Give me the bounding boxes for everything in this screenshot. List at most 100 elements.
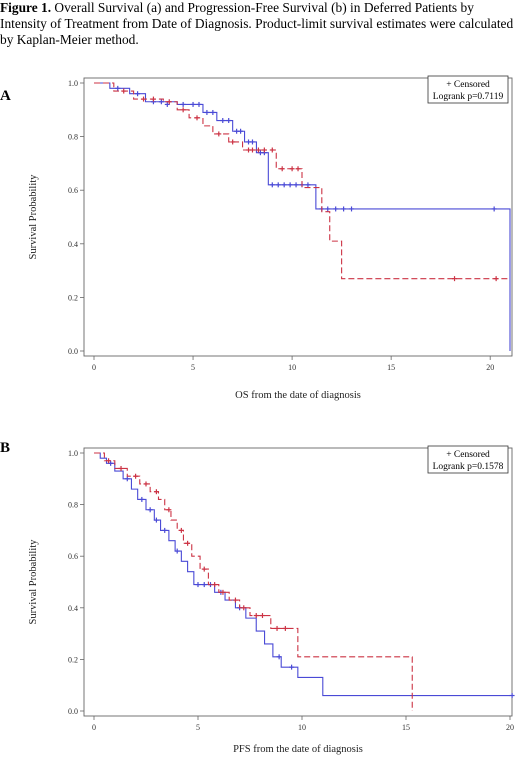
- y-tick-label: 0.6: [68, 186, 78, 195]
- censor-mark-red: [452, 276, 458, 282]
- y-tick-label: 0.8: [68, 501, 78, 510]
- x-tick-label: 5: [196, 723, 200, 732]
- censor-mark-blue: [509, 693, 515, 699]
- censor-mark-red: [493, 276, 499, 282]
- censor-mark-red: [261, 147, 267, 153]
- censor-mark-red: [194, 115, 200, 121]
- censor-mark-blue: [139, 496, 145, 502]
- x-axis-label: OS from the date of diagnosis: [235, 390, 361, 401]
- y-axis-label: Survival Probability: [28, 539, 39, 625]
- censor-mark-blue: [349, 206, 355, 212]
- censor-mark-red: [241, 605, 247, 611]
- censor-mark-red: [153, 489, 159, 495]
- censor-mark-blue: [196, 101, 202, 107]
- censor-mark-red: [232, 597, 238, 603]
- censor-mark-red: [133, 473, 139, 479]
- censor-mark-blue: [164, 101, 170, 107]
- censor-mark-red: [185, 540, 191, 546]
- survival-curve-blue: [94, 452, 510, 697]
- censor-mark-red: [141, 96, 147, 102]
- censor-mark-blue: [124, 476, 130, 482]
- censor-mark-red: [253, 613, 259, 619]
- censor-mark-red: [180, 107, 186, 113]
- censor-mark-blue: [153, 517, 159, 523]
- y-tick-label: 1.0: [68, 449, 78, 458]
- censor-mark-blue: [333, 206, 339, 212]
- censor-mark-red: [230, 139, 236, 145]
- censor-mark-blue: [147, 507, 153, 513]
- censor-mark-blue: [162, 527, 168, 533]
- censor-mark-blue: [289, 664, 295, 670]
- x-tick-label: 10: [288, 363, 296, 372]
- censor-mark-blue: [180, 101, 186, 107]
- x-tick-label: 0: [92, 363, 96, 372]
- x-tick-label: 15: [387, 363, 395, 372]
- y-tick-label: 0.4: [68, 604, 78, 613]
- censor-mark-blue: [491, 206, 497, 212]
- censor-mark-red: [274, 625, 280, 631]
- legend-logrank: Logrank p=0.1578: [433, 462, 504, 472]
- censor-mark-blue: [293, 182, 299, 188]
- censor-mark-blue: [238, 128, 244, 134]
- legend: + Censored Logrank p=0.1578: [427, 445, 509, 474]
- legend-censored: + Censored: [446, 80, 490, 90]
- censor-mark-blue: [201, 582, 207, 588]
- censor-mark-red: [106, 458, 112, 464]
- censor-mark-red: [269, 147, 275, 153]
- censor-mark-blue: [226, 118, 232, 124]
- y-tick-label: 0.8: [68, 133, 78, 142]
- caption-text: Overall Survival (a) and Progression-Fre…: [0, 0, 514, 47]
- y-tick-label: 0.4: [68, 240, 78, 249]
- censor-mark-blue: [210, 109, 216, 115]
- survival-curve-blue: [94, 82, 511, 351]
- censor-mark-red: [166, 99, 172, 105]
- legend-logrank: Logrank p=0.7119: [433, 92, 504, 102]
- x-tick-label: 5: [191, 363, 195, 372]
- censor-mark-blue: [220, 118, 226, 124]
- censor-mark-red: [178, 527, 184, 533]
- censor-mark-blue: [115, 85, 121, 91]
- survival-curve-red: [94, 82, 510, 280]
- y-tick-label: 0.0: [68, 707, 78, 716]
- y-tick-label: 0.2: [68, 655, 78, 664]
- x-tick-label: 0: [92, 723, 96, 732]
- censor-mark-blue: [158, 99, 164, 105]
- x-tick-label: 20: [486, 363, 494, 372]
- censor-mark-red: [295, 166, 301, 172]
- censor-mark-blue: [108, 460, 114, 466]
- censor-mark-blue: [305, 182, 311, 188]
- plot-frame: [83, 77, 513, 357]
- y-tick-label: 0.6: [68, 552, 78, 561]
- panel-a-letter: A: [0, 88, 11, 104]
- censor-mark-blue: [281, 182, 287, 188]
- censor-mark-blue: [190, 101, 196, 107]
- censor-mark-red: [201, 566, 207, 572]
- censor-mark-blue: [174, 548, 180, 554]
- chart-b: 0.0 0.2 0.4 0.6 0.8 1.0 0 5 10 15 20 PFS from the d…: [28, 445, 515, 755]
- caption-label: Figure 1.: [0, 0, 52, 15]
- plot-frame: [83, 447, 513, 717]
- legend-censored: + Censored: [446, 450, 490, 460]
- legend: + Censored Logrank p=0.7119: [427, 75, 509, 104]
- censor-mark-red: [216, 131, 222, 137]
- censor-mark-red: [143, 481, 149, 487]
- x-tick-label: 20: [506, 723, 514, 732]
- x-axis-label: PFS from the date of diagnosis: [233, 744, 363, 755]
- censor-mark-red: [282, 625, 288, 631]
- censor-mark-red: [279, 166, 285, 172]
- censor-mark-blue: [269, 182, 275, 188]
- censor-mark-blue: [276, 654, 282, 660]
- censor-mark-red: [255, 147, 261, 153]
- censor-mark-red: [118, 465, 124, 471]
- legend-box: [427, 445, 509, 474]
- censor-mark-blue: [287, 182, 293, 188]
- y-axis-label: Survival Probability: [28, 174, 39, 260]
- x-tick-label: 10: [298, 723, 306, 732]
- panel-b-letter: B: [0, 440, 11, 456]
- censor-mark-red: [212, 582, 218, 588]
- y-tick-label: 0.0: [68, 347, 78, 356]
- legend-box: [427, 75, 509, 104]
- censor-mark-red: [249, 147, 255, 153]
- censor-mark-blue: [204, 109, 210, 115]
- censor-mark-blue: [135, 91, 141, 97]
